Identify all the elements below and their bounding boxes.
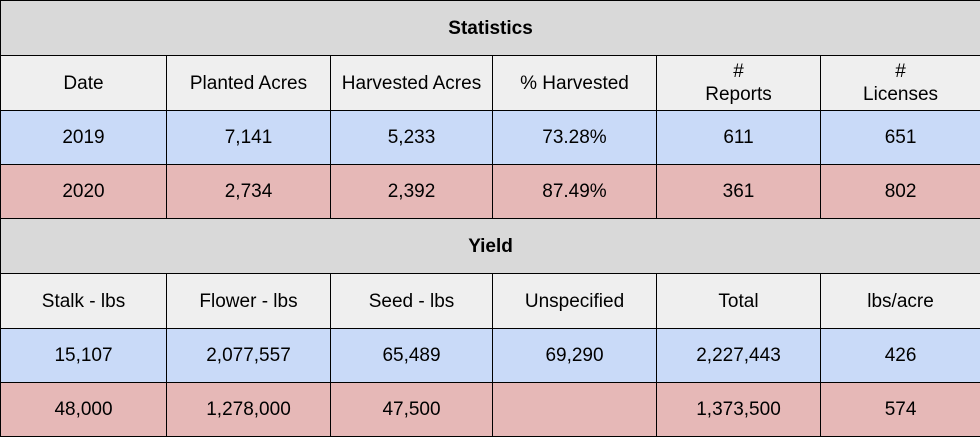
table-cell: 1,278,000 (166, 382, 331, 437)
table-cell: 15,107 (0, 328, 167, 383)
table-row: 48,000 1,278,000 47,500 1,373,500 574 (0, 382, 980, 437)
table-cell: 2,392 (330, 164, 493, 219)
statistics-title: Statistics (0, 0, 980, 56)
table-cell: 87.49% (492, 164, 657, 219)
table-cell: 2,077,557 (166, 328, 331, 383)
table-cell: 2,227,443 (656, 328, 821, 383)
header-label: Date (63, 72, 104, 94)
table-row: 15,107 2,077,557 65,489 69,290 2,227,443… (0, 328, 980, 383)
yield-title-row: Yield (0, 218, 980, 274)
header-label: # (895, 61, 906, 82)
table-cell: 69,290 (492, 328, 657, 383)
table-row: 2020 2,734 2,392 87.49% 361 802 (0, 164, 980, 219)
header-label: Licenses (863, 84, 939, 105)
table-cell: 426 (819, 328, 980, 383)
table-cell: 47,500 (330, 382, 493, 437)
table-cell: 574 (819, 382, 980, 437)
statistics-title-row: Statistics (0, 0, 980, 56)
header-cell: Seed - lbs (330, 273, 493, 329)
header-cell: Stalk - lbs (0, 273, 167, 329)
header-cell: Harvested Acres (330, 55, 493, 111)
header-label: % Harvested (520, 72, 629, 94)
header-cell: % Harvested (492, 55, 657, 111)
header-cell: lbs/acre (819, 273, 980, 329)
table-cell: 2020 (0, 164, 167, 219)
header-label: # (733, 61, 744, 82)
table-cell: 611 (656, 110, 821, 165)
table-cell: 802 (819, 164, 980, 219)
header-cell: # Licenses (819, 55, 980, 111)
header-cell: Date (0, 55, 167, 111)
header-cell: Unspecified (492, 273, 657, 329)
table-cell: 48,000 (0, 382, 167, 437)
table-cell: 65,489 (330, 328, 493, 383)
header-label: Planted Acres (189, 72, 308, 94)
table-cell: 5,233 (330, 110, 493, 165)
table-cell (492, 382, 657, 437)
table-cell: 2,734 (166, 164, 331, 219)
yield-title: Yield (0, 218, 980, 274)
header-cell: Total (656, 273, 821, 329)
header-label: Reports (705, 84, 772, 105)
table-row: 2019 7,141 5,233 73.28% 611 651 (0, 110, 980, 165)
table-cell: 651 (819, 110, 980, 165)
header-cell: Flower - lbs (166, 273, 331, 329)
header-label: Harvested Acres (341, 72, 482, 94)
table-cell: 7,141 (166, 110, 331, 165)
statistics-header-row: Date Planted Acres Harvested Acres % Har… (0, 55, 980, 111)
table-cell: 73.28% (492, 110, 657, 165)
yield-header-row: Stalk - lbs Flower - lbs Seed - lbs Unsp… (0, 273, 980, 329)
table-cell: 1,373,500 (656, 382, 821, 437)
header-cell: Planted Acres (166, 55, 331, 111)
header-cell: # Reports (656, 55, 821, 111)
table-cell: 361 (656, 164, 821, 219)
table-cell: 2019 (0, 110, 167, 165)
